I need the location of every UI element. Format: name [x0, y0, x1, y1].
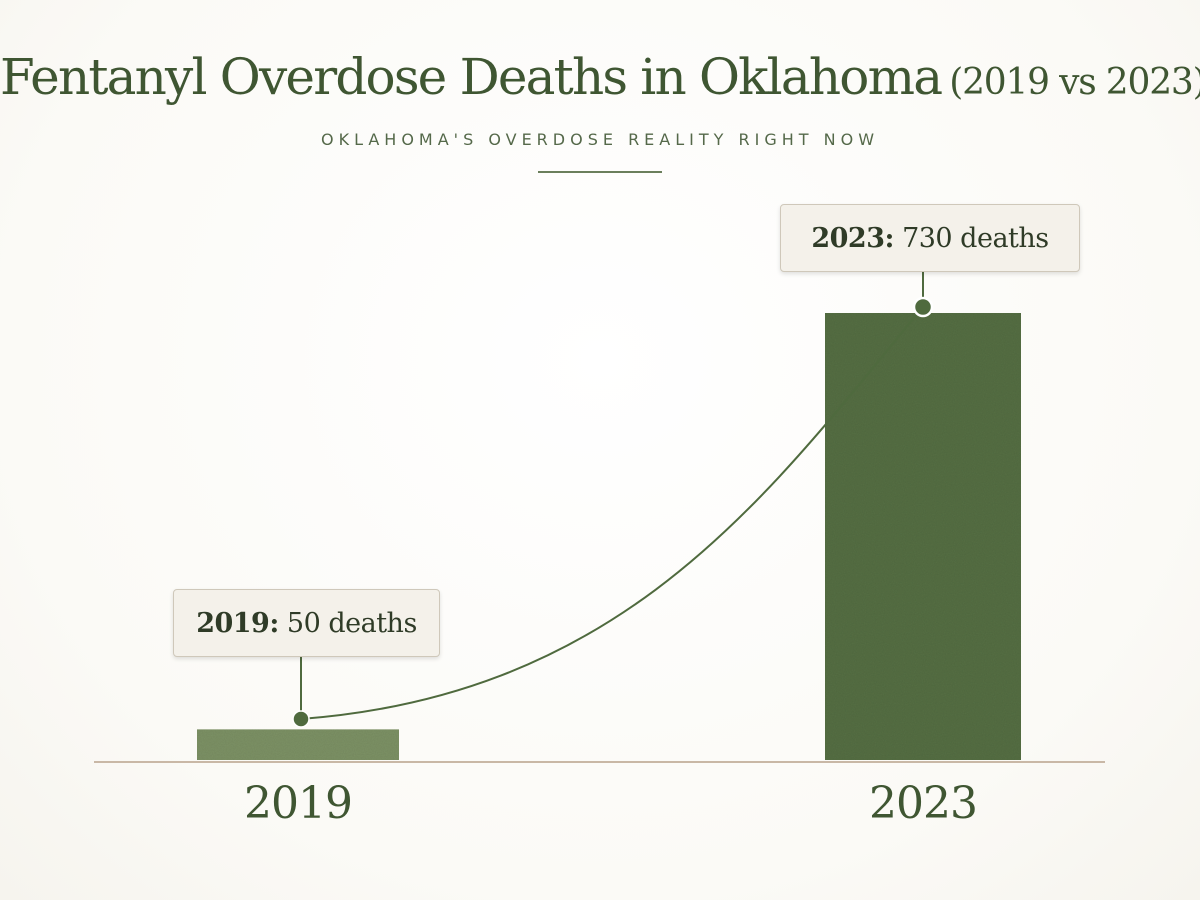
- callout-2019: 2019: 50 deaths: [173, 589, 440, 657]
- bar-2023: [825, 313, 1021, 760]
- callout-text: 730 deaths: [902, 222, 1049, 254]
- callout-year: 2023:: [811, 222, 894, 254]
- chart-subtitle: OKLAHOMA'S OVERDOSE REALITY RIGHT NOW: [320, 130, 880, 149]
- data-point-2023: [912, 296, 934, 318]
- x-tick-label: 2023: [869, 778, 978, 829]
- callout-year: 2019:: [196, 607, 279, 639]
- title-divider: [538, 171, 662, 173]
- chart-title: Fentanyl Overdose Deaths in Oklahoma (201…: [0, 48, 1200, 106]
- callout-text: 50 deaths: [286, 607, 417, 639]
- x-tick-label: 2019: [244, 778, 353, 829]
- chart-title-years: (2019 vs 2023): [949, 62, 1200, 103]
- trend-curve: [300, 306, 924, 720]
- bar-2019: [197, 729, 399, 760]
- chart-title-main: Fentanyl Overdose Deaths in Oklahoma: [0, 48, 943, 106]
- callout-2023: 2023: 730 deaths: [780, 204, 1080, 272]
- data-point-2019: [292, 710, 310, 728]
